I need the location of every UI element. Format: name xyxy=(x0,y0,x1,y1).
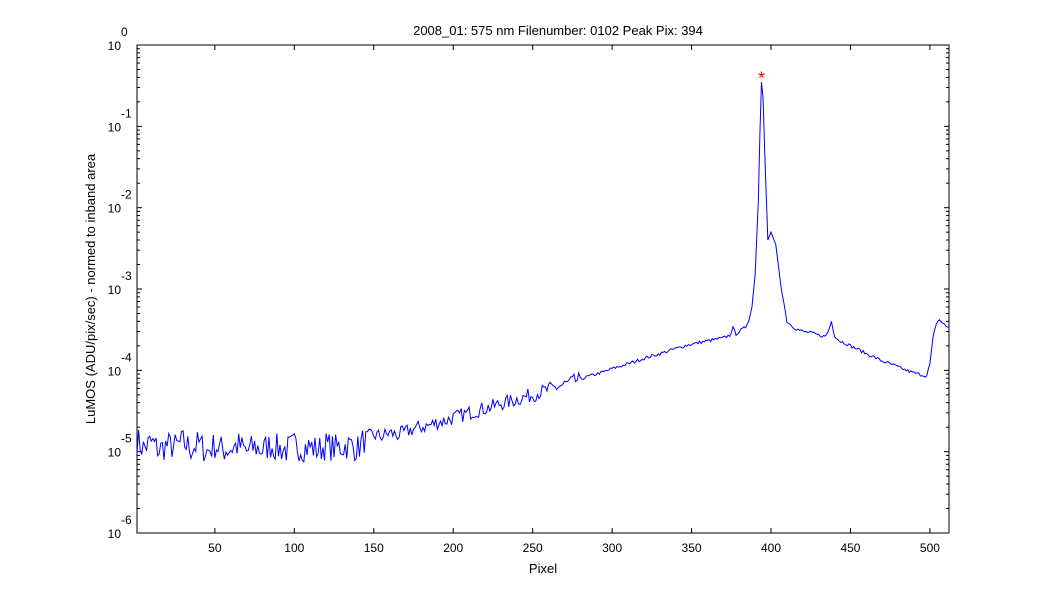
x-tick-label: 50 xyxy=(208,541,222,555)
y-tick-label-exponent: -6 xyxy=(121,513,132,527)
y-tick-label-exponent: 0 xyxy=(121,25,128,39)
x-tick-label: 150 xyxy=(364,541,384,555)
y-tick-label-exponent: -4 xyxy=(121,350,132,364)
y-tick-label-exponent: -5 xyxy=(121,432,132,446)
y-tick-label-base: 10 xyxy=(108,283,122,297)
plot-area xyxy=(136,44,950,534)
y-tick-label-base: 10 xyxy=(108,446,122,460)
x-tick-label: 350 xyxy=(682,541,702,555)
x-tick-label: 400 xyxy=(761,541,781,555)
chart-title: 2008_01: 575 nm Filenumber: 0102 Peak Pi… xyxy=(413,23,703,38)
y-tick-label-base: 10 xyxy=(108,202,122,216)
y-tick-label-base: 10 xyxy=(108,39,122,53)
x-axis-label: Pixel xyxy=(529,561,557,576)
y-tick-label-exponent: -1 xyxy=(121,106,132,120)
x-tick-label: 300 xyxy=(602,541,622,555)
y-axis-label: LuMOS (ADU/pix/sec) - normed to inband a… xyxy=(83,153,98,424)
x-tick-label: 100 xyxy=(284,541,304,555)
x-tick-label: 250 xyxy=(523,541,543,555)
x-axis-ticks: 50 100 150 200 250 300 350 400 450 500 xyxy=(208,45,940,555)
x-tick-label: 200 xyxy=(443,541,463,555)
x-tick-label: 450 xyxy=(840,541,860,555)
x-tick-label: 500 xyxy=(920,541,940,555)
y-tick-label-base: 10 xyxy=(108,364,122,378)
y-tick-label-base: 10 xyxy=(108,527,122,541)
y-tick-label-exponent: -2 xyxy=(121,188,132,202)
peak-marker: * xyxy=(758,69,765,89)
series-line xyxy=(136,82,950,463)
y-tick-label-base: 10 xyxy=(108,120,122,134)
y-tick-label-exponent: -3 xyxy=(121,269,132,283)
